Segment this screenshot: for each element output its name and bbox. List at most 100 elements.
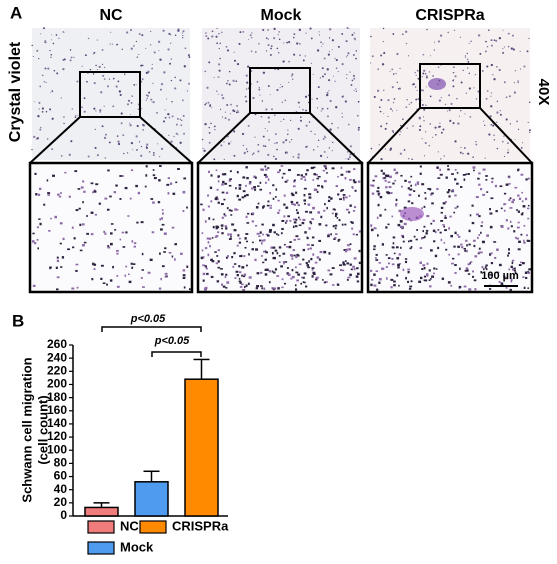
cell-dot bbox=[87, 72, 89, 75]
cell-dot bbox=[304, 95, 308, 98]
cell-dot bbox=[387, 99, 390, 102]
cell-dot bbox=[202, 208, 205, 212]
cell-dot bbox=[384, 208, 387, 211]
cell-dot bbox=[448, 195, 451, 198]
cell-dot bbox=[478, 247, 481, 250]
cell-dot bbox=[458, 285, 462, 288]
cell-dot bbox=[310, 62, 313, 65]
cell-dot bbox=[505, 183, 509, 186]
cell-dot bbox=[286, 151, 289, 154]
cell-dot bbox=[496, 271, 500, 274]
cell-dot bbox=[94, 128, 97, 131]
cell-dot bbox=[309, 220, 312, 224]
cell-dot bbox=[463, 285, 467, 288]
cell-dot bbox=[227, 118, 230, 121]
cell-dot bbox=[204, 70, 207, 73]
cell-dot bbox=[92, 191, 94, 194]
cell-dot bbox=[101, 125, 104, 128]
cell-dot bbox=[346, 77, 348, 79]
cell-dot bbox=[210, 275, 214, 278]
cell-dot bbox=[96, 39, 98, 41]
cell-dot bbox=[207, 253, 210, 257]
cell-dot bbox=[444, 214, 447, 218]
cell-dot bbox=[375, 253, 378, 256]
cell-dot bbox=[396, 109, 398, 111]
cell-dot bbox=[172, 192, 176, 195]
cell-dot bbox=[250, 50, 253, 53]
cell-dot bbox=[349, 273, 352, 277]
cell-dot bbox=[395, 203, 398, 205]
cell-dot bbox=[395, 204, 398, 207]
cell-dot bbox=[63, 31, 65, 33]
cell-dot bbox=[496, 121, 498, 123]
cell-dot bbox=[128, 280, 132, 284]
cell-dot bbox=[329, 273, 333, 276]
cell-dot bbox=[323, 57, 326, 60]
cell-dot bbox=[335, 185, 339, 188]
y-tick-label: 260 bbox=[47, 337, 67, 351]
cell-dot bbox=[377, 193, 380, 196]
cell-dot bbox=[281, 278, 284, 281]
cell-dot bbox=[299, 43, 301, 45]
cell-dot bbox=[397, 263, 400, 267]
cell-dot bbox=[260, 271, 263, 274]
cell-dot bbox=[288, 168, 291, 172]
cell-dot bbox=[205, 102, 208, 105]
cell-dot bbox=[464, 269, 467, 272]
cell-dot bbox=[471, 204, 474, 207]
cell-dot bbox=[351, 79, 354, 82]
cell-dot bbox=[111, 43, 114, 45]
cell-dot bbox=[432, 75, 435, 77]
cell-dot bbox=[298, 28, 302, 32]
cell-dot bbox=[164, 247, 167, 250]
cell-dot bbox=[332, 208, 336, 211]
cell-dot bbox=[210, 258, 213, 261]
cell-dot bbox=[259, 94, 261, 96]
cell-dot bbox=[265, 168, 268, 171]
cell-dot bbox=[437, 177, 441, 179]
y-tick-label: 180 bbox=[47, 390, 67, 404]
cell-dot bbox=[485, 268, 488, 271]
cell-dot bbox=[291, 203, 295, 206]
cell-dot bbox=[419, 165, 422, 168]
cell-dot bbox=[335, 233, 338, 236]
cell-dot bbox=[258, 235, 261, 237]
cell-dot bbox=[486, 90, 489, 92]
cell-dot bbox=[464, 56, 466, 58]
cell-dot bbox=[244, 95, 247, 98]
cell-dot bbox=[221, 283, 223, 286]
cell-dot bbox=[233, 130, 236, 133]
cell-dot bbox=[328, 90, 330, 92]
cell-dot bbox=[163, 251, 166, 253]
cell-dot bbox=[309, 247, 313, 250]
cell-dot bbox=[107, 169, 110, 172]
cell-dot bbox=[357, 100, 360, 103]
cell-dot bbox=[322, 279, 324, 281]
cell-dot bbox=[418, 194, 420, 197]
cell-dot bbox=[119, 238, 122, 241]
cell-dot bbox=[454, 207, 457, 209]
cell-dot bbox=[262, 28, 265, 32]
cell-dot bbox=[92, 262, 95, 266]
cell-dot bbox=[267, 85, 270, 87]
cell-dot bbox=[306, 236, 309, 239]
cell-dot bbox=[468, 72, 471, 75]
cell-dot bbox=[181, 119, 183, 122]
cell-dot bbox=[421, 183, 425, 186]
cell-dot bbox=[56, 193, 60, 196]
cell-dot bbox=[271, 287, 274, 290]
cell-dot bbox=[393, 168, 396, 171]
cell-dot bbox=[343, 198, 345, 201]
cell-dot bbox=[245, 100, 248, 103]
cell-dot bbox=[467, 152, 470, 155]
cell-dot bbox=[221, 116, 224, 118]
cell-dot bbox=[37, 193, 41, 196]
cell-dot bbox=[523, 224, 526, 227]
cell-dot bbox=[442, 128, 445, 131]
cell-dot bbox=[509, 288, 512, 292]
cell-dot bbox=[336, 283, 339, 286]
cell-dot bbox=[457, 245, 461, 248]
cell-dot bbox=[373, 248, 376, 251]
cell-dot bbox=[53, 69, 56, 72]
cell-dot bbox=[349, 178, 352, 181]
